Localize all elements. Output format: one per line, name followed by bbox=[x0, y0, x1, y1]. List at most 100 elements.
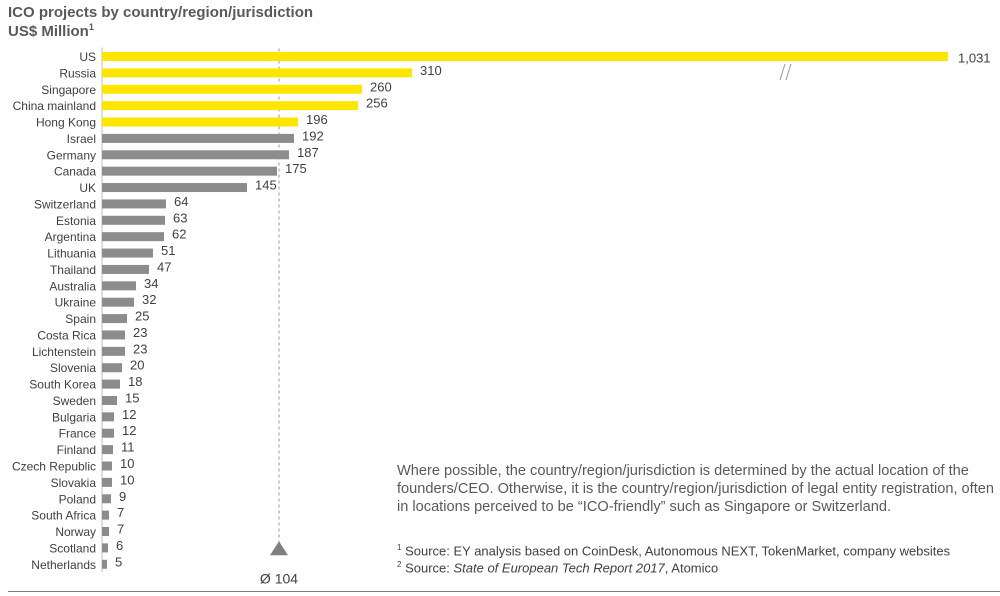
value-label-south-korea: 18 bbox=[128, 374, 142, 389]
category-label-costa-rica: Costa Rica bbox=[37, 328, 96, 342]
axis-break-mark-1 bbox=[779, 63, 786, 81]
value-label-china-mainland: 256 bbox=[366, 96, 388, 111]
axis-break-mark-2 bbox=[785, 63, 792, 81]
source-2-suffix: , Atomico bbox=[664, 560, 719, 576]
bar-netherlands bbox=[102, 559, 107, 569]
category-label-poland: Poland bbox=[59, 492, 96, 506]
category-label-france: France bbox=[59, 427, 97, 441]
category-label-lichtenstein: Lichtenstein bbox=[32, 345, 96, 359]
value-label-slovakia: 10 bbox=[120, 472, 134, 487]
category-label-singapore: Singapore bbox=[41, 83, 96, 97]
value-label-singapore: 260 bbox=[370, 79, 392, 94]
bar-poland bbox=[102, 494, 111, 504]
bar-ukraine bbox=[102, 297, 134, 307]
average-label: Ø 104 bbox=[260, 570, 298, 586]
value-label-estonia: 63 bbox=[173, 210, 187, 225]
bar-lichtenstein bbox=[102, 346, 125, 356]
bar-germany bbox=[102, 150, 289, 160]
category-label-ukraine: Ukraine bbox=[55, 296, 97, 310]
value-label-scotland: 6 bbox=[116, 538, 123, 553]
source-2-marker: 2 bbox=[397, 560, 402, 569]
category-label-switzerland: Switzerland bbox=[34, 197, 96, 211]
bottom-rule bbox=[8, 591, 1000, 592]
bar-slovenia bbox=[102, 363, 122, 373]
bar-russia bbox=[102, 68, 412, 78]
bar-finland bbox=[102, 445, 113, 455]
value-label-lithuania: 51 bbox=[161, 243, 175, 258]
value-label-thailand: 47 bbox=[157, 259, 171, 274]
bar-france bbox=[102, 428, 114, 438]
category-label-spain: Spain bbox=[65, 312, 96, 326]
value-label-ukraine: 32 bbox=[142, 292, 156, 307]
bar-bulgaria bbox=[102, 412, 114, 422]
bar-switzerland bbox=[102, 199, 166, 209]
category-label-scotland: Scotland bbox=[49, 541, 96, 555]
value-label-germany: 187 bbox=[297, 145, 319, 160]
subtitle-footnote-marker: 1 bbox=[88, 22, 94, 32]
value-label-costa-rica: 23 bbox=[133, 325, 147, 340]
source-2: 2 Source: State of European Tech Report … bbox=[397, 560, 718, 575]
category-label-argentina: Argentina bbox=[45, 230, 97, 244]
bar-canada bbox=[102, 166, 277, 176]
value-label-israel: 192 bbox=[302, 128, 324, 143]
bar-argentina bbox=[102, 232, 164, 242]
value-label-australia: 34 bbox=[144, 276, 158, 291]
source-1-marker: 1 bbox=[397, 543, 402, 552]
bar-china-mainland bbox=[102, 101, 358, 111]
value-label-south-africa: 7 bbox=[117, 505, 124, 520]
bar-south-korea bbox=[102, 379, 120, 389]
value-label-us: 1,031 bbox=[958, 51, 991, 66]
value-label-finland: 11 bbox=[121, 440, 135, 455]
category-label-uk: UK bbox=[79, 181, 96, 195]
category-label-israel: Israel bbox=[67, 132, 96, 146]
value-label-spain: 25 bbox=[135, 309, 149, 324]
category-label-us: US bbox=[79, 50, 96, 64]
value-label-france: 12 bbox=[122, 423, 136, 438]
category-label-south-korea: South Korea bbox=[29, 378, 96, 392]
value-label-uk: 145 bbox=[255, 178, 277, 193]
category-label-hong-kong: Hong Kong bbox=[36, 116, 96, 130]
bar-us bbox=[102, 52, 948, 61]
subtitle-text: US$ Million bbox=[8, 23, 89, 40]
category-label-sweden: Sweden bbox=[53, 394, 96, 408]
source-2-prefix: Source: bbox=[401, 560, 454, 576]
source-1: 1 Source: EY analysis based on CoinDesk,… bbox=[397, 543, 950, 558]
bar-uk bbox=[102, 183, 247, 193]
category-label-china-mainland: China mainland bbox=[13, 99, 96, 113]
value-label-canada: 175 bbox=[285, 161, 307, 176]
category-label-norway: Norway bbox=[55, 525, 96, 539]
bar-israel bbox=[102, 133, 294, 143]
bar-hong-kong bbox=[102, 117, 298, 127]
value-label-bulgaria: 12 bbox=[122, 407, 136, 422]
category-label-south-africa: South Africa bbox=[31, 509, 96, 523]
bar-south-africa bbox=[102, 510, 109, 520]
value-label-lichtenstein: 23 bbox=[133, 341, 147, 356]
source-2-title: State of European Tech Report 2017 bbox=[453, 560, 665, 576]
value-label-argentina: 62 bbox=[172, 227, 186, 242]
bar-scotland bbox=[102, 543, 108, 553]
value-label-norway: 7 bbox=[117, 522, 124, 537]
category-label-slovenia: Slovenia bbox=[50, 361, 96, 375]
category-label-bulgaria: Bulgaria bbox=[52, 410, 96, 424]
bar-singapore bbox=[102, 84, 362, 94]
chart-subtitle: US$ Million1 bbox=[8, 22, 94, 40]
bar-sweden bbox=[102, 395, 117, 405]
value-label-russia: 310 bbox=[420, 63, 442, 78]
bar-costa-rica bbox=[102, 330, 125, 340]
bar-czech-republic bbox=[102, 461, 112, 471]
bar-australia bbox=[102, 281, 136, 291]
category-label-russia: Russia bbox=[59, 66, 96, 80]
value-label-poland: 9 bbox=[119, 489, 126, 504]
category-label-thailand: Thailand bbox=[50, 263, 96, 277]
category-label-czech-republic: Czech Republic bbox=[12, 460, 96, 474]
bar-estonia bbox=[102, 215, 165, 225]
category-label-canada: Canada bbox=[54, 165, 96, 179]
value-label-hong-kong: 196 bbox=[306, 112, 328, 127]
value-label-switzerland: 64 bbox=[174, 194, 188, 209]
methodology-note: Where possible, the country/region/juris… bbox=[397, 463, 995, 515]
bar-spain bbox=[102, 314, 127, 324]
bar-norway bbox=[102, 527, 109, 537]
category-label-australia: Australia bbox=[49, 279, 96, 293]
category-label-slovakia: Slovakia bbox=[51, 476, 97, 490]
